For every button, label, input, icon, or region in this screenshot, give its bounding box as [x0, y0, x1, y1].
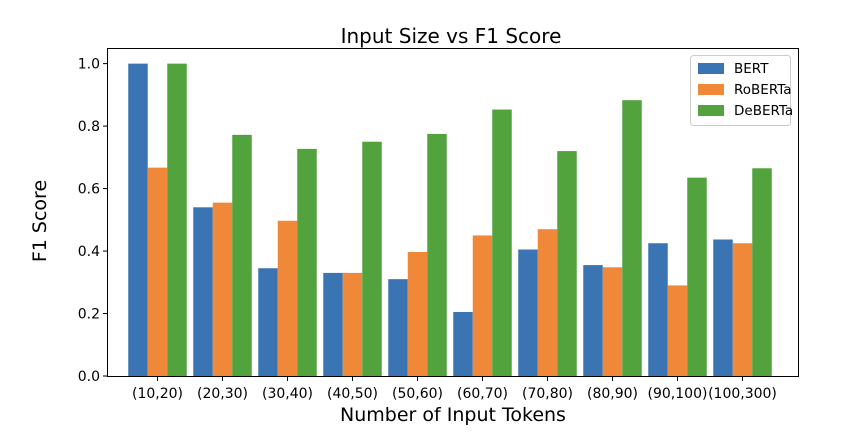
bar-deberta-3 [362, 141, 382, 376]
bar-deberta-5 [492, 109, 512, 376]
x-tick-label: (100,300) [708, 386, 777, 402]
bar-bert-8 [648, 243, 668, 376]
legend: BERT RoBERTa DeBERTa [690, 55, 793, 126]
bar-bert-5 [453, 311, 473, 376]
bar-deberta-8 [687, 177, 707, 376]
x-tick-label: (30,40) [262, 386, 313, 402]
bar-bert-1 [193, 207, 213, 376]
legend-label-bert: BERT [734, 61, 769, 77]
legend-swatch-deberta [698, 105, 724, 116]
bar-bert-0 [128, 63, 148, 377]
y-tick-label: 1.0 [78, 57, 100, 73]
y-tick-label: 0.4 [78, 244, 100, 260]
x-tick-label: (50,60) [392, 386, 443, 402]
legend-swatch-bert [698, 63, 724, 74]
y-tick-label: 0.2 [78, 307, 100, 323]
bar-roberta-9 [732, 243, 753, 376]
bars-group [128, 63, 772, 377]
bar-bert-6 [518, 249, 538, 376]
x-tick-label: (90,100) [648, 386, 708, 402]
bar-roberta-4 [407, 251, 428, 376]
bar-roberta-2 [277, 220, 298, 376]
bar-roberta-7 [602, 267, 623, 376]
y-ticks: 0.0 0.2 0.4 0.6 0.8 1.0 [78, 57, 108, 385]
bar-roberta-6 [537, 229, 558, 376]
chart-title: Input Size vs F1 Score [341, 24, 562, 48]
y-axis-label: F1 Score [29, 180, 51, 262]
bar-deberta-1 [232, 134, 252, 376]
bar-bert-9 [713, 239, 733, 376]
x-ticks: (10,20) (20,30) (30,40) (40,50) (50,60) (60,7… [132, 376, 777, 402]
legend-label-roberta: RoBERTa [734, 82, 792, 98]
bar-deberta-0 [167, 63, 187, 377]
bar-roberta-1 [212, 202, 233, 376]
bar-deberta-9 [752, 168, 772, 376]
y-tick-label: 0.8 [78, 119, 100, 135]
x-tick-label: (20,30) [197, 386, 248, 402]
x-axis-label: Number of Input Tokens [340, 404, 566, 426]
bar-deberta-7 [622, 100, 642, 377]
bar-deberta-6 [557, 151, 577, 376]
plot-frame [107, 48, 799, 377]
legend-label-deberta: DeBERTa [734, 103, 793, 119]
bar-deberta-4 [427, 133, 447, 376]
bar-roberta-8 [667, 285, 688, 376]
x-tick-label: (40,50) [327, 386, 378, 402]
x-tick-label: (80,90) [587, 386, 638, 402]
bar-deberta-2 [297, 148, 317, 376]
bar-roberta-0 [147, 167, 168, 376]
y-tick-label: 0.6 [78, 182, 100, 198]
bar-roberta-3 [342, 272, 363, 376]
bar-bert-7 [583, 265, 603, 376]
y-tick-label: 0.0 [78, 369, 100, 385]
bar-bert-4 [388, 279, 408, 376]
bar-bert-3 [323, 272, 343, 376]
x-tick-label: (60,70) [457, 386, 508, 402]
bar-roberta-5 [472, 235, 493, 376]
legend-swatch-roberta [698, 84, 724, 95]
bar-bert-2 [258, 268, 278, 376]
x-tick-label: (70,80) [522, 386, 573, 402]
x-tick-label: (10,20) [132, 386, 183, 402]
